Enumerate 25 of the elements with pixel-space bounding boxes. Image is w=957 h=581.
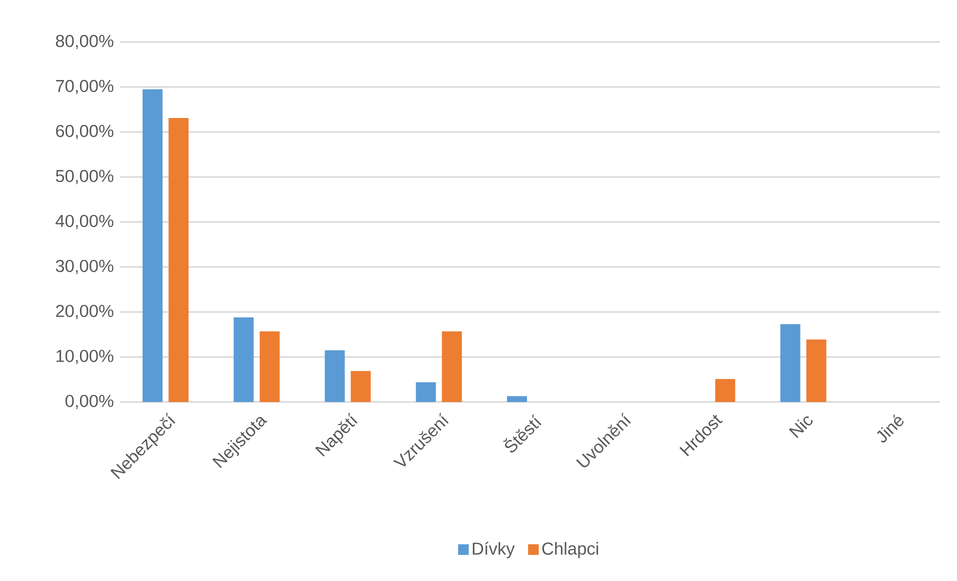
y-tick-label: 0,00% (65, 394, 114, 410)
bar (506, 396, 527, 402)
y-tick-label: 60,00% (56, 124, 114, 140)
bar (715, 379, 736, 402)
bar (168, 118, 189, 402)
bar (806, 339, 826, 402)
legend-label: Chlapci (542, 542, 598, 558)
y-tick-label: 40,00% (56, 214, 114, 230)
bar (234, 317, 254, 402)
y-tick-label: 20,00% (56, 304, 114, 320)
bar (142, 89, 163, 402)
bar (442, 331, 462, 402)
x-tick-label: Jiné (876, 414, 904, 442)
bar (324, 350, 345, 402)
bar (350, 370, 371, 402)
legend-label: Dívky (472, 542, 515, 558)
y-tick-label: 10,00% (56, 350, 114, 364)
y-tick-label: 80,00% (56, 34, 114, 50)
y-tick-label: 50,00% (56, 170, 114, 184)
y-tick-label: 30,00% (56, 260, 114, 274)
bar (780, 324, 800, 402)
y-tick-label: 70,00% (56, 80, 114, 94)
bar (260, 331, 280, 402)
x-tick-label: Nic (788, 416, 813, 438)
bar (416, 382, 436, 402)
